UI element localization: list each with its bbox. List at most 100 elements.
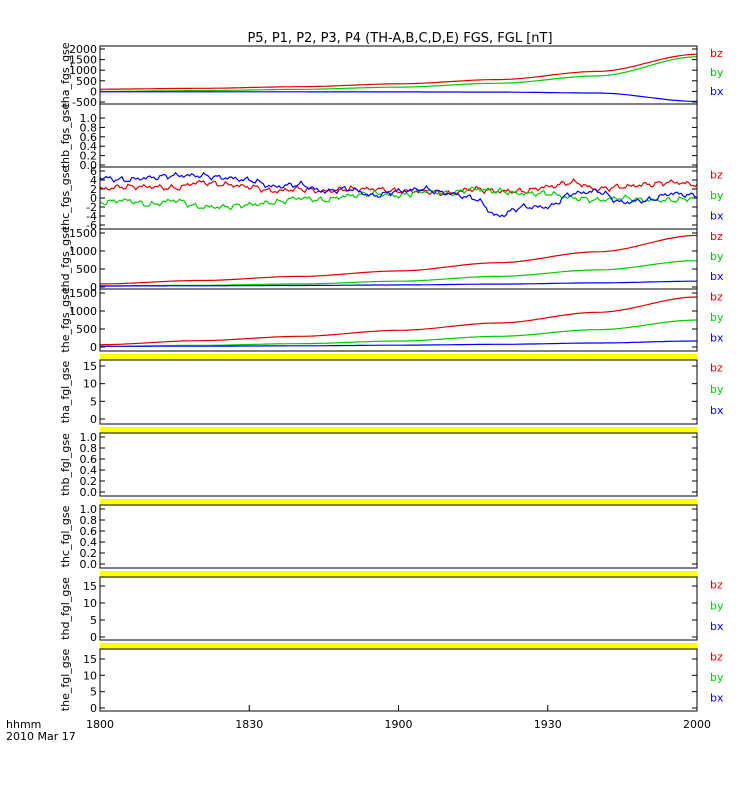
legend-label-by: by — [710, 599, 724, 612]
series-by-line — [100, 56, 697, 92]
panel-thd-fgl-gse: 15 10 5 0 thd_fgl_gse bz by bx — [59, 576, 724, 649]
y-tick-label: 6 — [90, 165, 97, 178]
y-tick-label: -2 — [86, 201, 97, 214]
y-tick-label: 5 — [90, 614, 97, 627]
y-tick-label: 5 — [90, 686, 97, 699]
y-tick-label: 0.6 — [80, 131, 98, 144]
series-bz-line — [100, 177, 697, 197]
panel-frame — [99, 103, 698, 168]
y-tick-label: 10 — [83, 669, 97, 682]
y-axis-label-the-fgs-gse: the_fgs_gse — [59, 287, 72, 352]
y-tick-label: 1000 — [69, 64, 97, 77]
legend-label-bx: bx — [710, 209, 724, 222]
panel-thd-fgs-gse: 1500 1000 500 0 thd_fgs_gse bz by bx — [59, 226, 724, 294]
series-bx-line — [100, 91, 697, 102]
y-tick-label: 0.8 — [80, 442, 98, 455]
y-tick-label: 0.8 — [80, 121, 98, 134]
series-by-line — [100, 186, 697, 210]
y-tick-label: 0.4 — [80, 464, 98, 477]
series-by-line — [100, 319, 697, 347]
y-tick-label: 500 — [76, 75, 97, 88]
x-tick-label: 1800 — [86, 718, 114, 731]
legend-label-by: by — [710, 671, 724, 684]
y-tick-label: -4 — [86, 210, 97, 223]
legend-label-bz: bz — [710, 362, 723, 375]
x-tick-label: 1830 — [235, 718, 263, 731]
y-axis-label-thc-fgl-gse: thc_fgl_gse — [59, 505, 72, 567]
y-tick-label: 0 — [90, 413, 97, 426]
series-bz-line — [100, 234, 697, 285]
yellow-status-bar — [100, 427, 697, 433]
y-tick-label: 0.0 — [80, 486, 98, 499]
y-axis-label-thb-fgl-gse: thb_fgl_gse — [59, 433, 72, 496]
panel-thb-fgl-gse: 1.00.80.60.40.20.0 thb_fgl_gse — [59, 431, 698, 505]
series-bx-line — [100, 280, 697, 287]
y-axis-label-thb-fgs-gse: thb_fgs_gse — [59, 103, 72, 169]
panel-the-fgs-gse: 1500 1000 500 0 the_fgs_gse bz by bx — [59, 287, 724, 360]
y-axis-label-thd-fgs-gse: thd_fgs_gse — [59, 226, 72, 292]
panel-frame — [99, 432, 698, 497]
y-tick-label: 0 — [90, 192, 97, 205]
y-tick-label: 0.6 — [80, 453, 98, 466]
y-tick-label: 2 — [90, 183, 97, 196]
y-tick-label: 0 — [90, 281, 97, 294]
y-axis-label-tha-fgl-gse: tha_fgl_gse — [59, 361, 72, 424]
panel-frame — [99, 576, 698, 641]
x-tick-label: 2000 — [683, 718, 711, 731]
y-tick-label: 0.4 — [80, 140, 98, 153]
y-tick-label: 10 — [83, 597, 97, 610]
series-bz-line — [100, 53, 697, 90]
y-tick-label: 15 — [83, 360, 97, 373]
y-tick-label: 0.4 — [80, 536, 98, 549]
legend-label-bx: bx — [710, 331, 724, 344]
legend-label-bx: bx — [710, 85, 724, 98]
panel-thc-fgl-gse: 1.00.80.60.40.20.0 thc_fgl_gse — [59, 503, 698, 577]
y-tick-label: 2000 — [69, 43, 97, 56]
panel-tha-fgl-gse: 15 10 5 0 tha_fgl_gse bz by bx — [59, 359, 724, 433]
legend-label-by: by — [710, 189, 724, 202]
y-axis-label-thd-fgl-gse: thd_fgl_gse — [59, 577, 72, 640]
y-tick-label: 0.2 — [80, 475, 98, 488]
series-bx-line — [100, 171, 697, 218]
y-tick-label: 1.0 — [80, 431, 98, 444]
y-tick-label: 1000 — [69, 305, 97, 318]
legend-label-by: by — [710, 250, 724, 263]
y-tick-label: 500 — [76, 263, 97, 276]
yellow-status-bar — [100, 571, 697, 577]
panel-the-fgl-gse: 15 10 5 0 the_fgl_gse bz by bx — [59, 648, 724, 715]
legend-label-bz: bz — [710, 47, 723, 60]
legend-label-bx: bx — [710, 270, 724, 283]
series-bz-line — [100, 296, 697, 346]
y-tick-label: 10 — [83, 378, 97, 391]
y-tick-label: 1.0 — [80, 503, 98, 516]
plot-title: P5, P1, P2, P3, P4 (TH-A,B,C,D,E) FGS, F… — [247, 31, 552, 46]
y-axis-label-thc-fgs-gse: thc_fgs_gse — [59, 166, 72, 231]
panel-thb-fgs-gse: 1.00.80.60.40.20.0 thb_fgs_gse — [59, 103, 698, 172]
legend-label-bx: bx — [710, 404, 724, 417]
y-tick-label: 0.2 — [80, 547, 98, 560]
y-tick-label: 4 — [90, 174, 97, 187]
yellow-status-bar — [100, 643, 697, 649]
yellow-status-bar — [100, 354, 697, 360]
series-bx-line — [100, 340, 697, 347]
y-tick-label: 500 — [76, 323, 97, 336]
panel-frame — [99, 228, 698, 290]
panel-frame — [99, 288, 698, 352]
panel-frame — [99, 504, 698, 569]
legend-label-bz: bz — [710, 168, 723, 181]
y-tick-label: -500 — [72, 96, 97, 109]
yellow-status-bar — [100, 499, 697, 505]
y-axis-label-tha-fgs-gse: tha_fgs_gse — [59, 42, 72, 107]
x-tick-label: 1930 — [534, 718, 562, 731]
legend-label-by: by — [710, 66, 724, 79]
y-tick-label: 15 — [83, 653, 97, 666]
y-tick-label: 1.0 — [80, 112, 98, 125]
time-axis-label: hhmm — [6, 718, 41, 731]
legend-label-bz: bz — [710, 579, 723, 592]
y-tick-label: 0.0 — [80, 558, 98, 571]
y-tick-label: 1500 — [69, 227, 97, 240]
